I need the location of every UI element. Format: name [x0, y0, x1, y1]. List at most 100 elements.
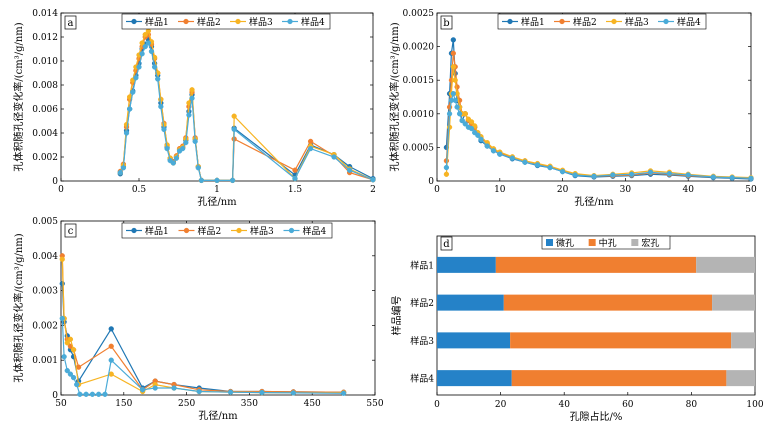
legend-marker — [663, 18, 669, 25]
data-point — [164, 145, 170, 152]
data-point — [139, 387, 146, 393]
data-point — [189, 95, 195, 101]
y-tick-label: 0.0015 — [403, 76, 435, 86]
data-point — [468, 125, 475, 132]
legend: 微孔 中孔 宏孔 — [541, 235, 671, 250]
x-tick-label: 1.5 — [288, 185, 303, 195]
panel-a: 0 0.5 1 1.5 2 0 0.002 0.004 0.006 0.008 0.010 0.012… — [12, 9, 376, 208]
plot-frame — [60, 220, 376, 396]
data-point — [450, 37, 456, 43]
legend-marker — [288, 227, 295, 234]
y-axis-label: 孔体积随孔径变化率/(cm³/g/nm) — [388, 22, 401, 171]
legend-label: 宏孔 — [641, 237, 659, 249]
data-point — [462, 121, 468, 127]
data-point — [195, 165, 201, 171]
data-point — [64, 367, 70, 374]
legend-box — [497, 13, 707, 30]
data-point — [123, 130, 130, 136]
panel-letter: a — [68, 18, 74, 29]
data-point — [158, 96, 164, 103]
data-point — [108, 343, 114, 349]
data-point — [108, 326, 114, 332]
series-2 — [117, 31, 376, 184]
data-point — [59, 256, 65, 262]
x-axis-label: 孔径/nm — [197, 195, 237, 208]
y-tick-label: 0.0020 — [403, 43, 435, 53]
data-point — [292, 167, 298, 173]
bar-segment — [712, 294, 755, 311]
panel-c: 50 150 250 350 450 550 0 0.001 0.002 0.003 0.004 0.… — [12, 217, 384, 422]
y-tick-label: 0.001 — [32, 356, 58, 366]
y-tick-label: 样品2 — [410, 297, 434, 309]
y-axis-label: 样品编号 — [390, 296, 403, 336]
data-point — [610, 172, 616, 178]
data-point — [666, 170, 673, 177]
series-line — [445, 39, 752, 180]
y-tick-label: 0.003 — [32, 287, 58, 297]
x-tick-label: 0 — [58, 185, 64, 195]
data-point — [89, 391, 96, 397]
legend-label: 样品2 — [198, 225, 222, 237]
data-point — [145, 40, 152, 46]
legend-marker — [507, 18, 513, 25]
data-point — [259, 389, 265, 396]
data-point — [450, 50, 456, 56]
data-point — [629, 171, 635, 177]
data-point — [67, 371, 74, 377]
panel-letter-box — [440, 15, 453, 30]
data-point — [456, 111, 463, 117]
data-point — [450, 64, 456, 70]
legend-box — [121, 222, 333, 239]
data-point — [158, 103, 164, 110]
x-tick-label: 20 — [557, 185, 569, 195]
legend-box — [121, 13, 331, 30]
legend-marker — [235, 18, 241, 25]
data-point — [139, 51, 145, 57]
y-tick-label: 0.004 — [32, 129, 58, 139]
x-axis-label: 孔径/nm — [574, 195, 614, 208]
data-point — [96, 391, 102, 397]
data-point — [130, 89, 136, 95]
data-point — [155, 76, 161, 82]
legend: 样品1 样品2 样品3 样品4 — [121, 13, 331, 30]
legend-marker — [287, 18, 293, 25]
data-point — [346, 167, 353, 173]
x-tick-label: 50 — [745, 185, 757, 195]
panel-letter: c — [68, 226, 74, 237]
bar-segment — [437, 332, 511, 349]
x-tick-label: 1 — [214, 185, 220, 195]
x-tick-label: 40 — [558, 400, 570, 410]
data-point — [475, 132, 481, 138]
data-point — [161, 126, 167, 133]
data-point — [148, 48, 155, 55]
y-tick-label: 样品3 — [410, 335, 434, 347]
data-point — [64, 340, 70, 346]
data-point — [591, 173, 597, 179]
y-tick-label: 0 — [52, 391, 58, 401]
data-point — [145, 28, 152, 34]
y-tick-label: 0 — [428, 177, 434, 187]
data-point — [446, 111, 453, 117]
data-point — [452, 77, 458, 83]
panel-letter-box — [440, 236, 453, 251]
data-point — [331, 154, 337, 160]
x-axis-label: 孔径/nm — [198, 409, 238, 422]
y-tick-label: 0.008 — [32, 81, 58, 91]
data-point — [370, 177, 376, 183]
data-point — [459, 117, 465, 124]
data-point — [189, 87, 195, 93]
x-tick-label: 50 — [55, 399, 67, 409]
data-point — [108, 357, 114, 363]
y-tick-label: 0.006 — [32, 105, 58, 115]
series-1 — [59, 280, 347, 395]
series-1 — [443, 37, 754, 182]
series-line — [445, 91, 752, 179]
data-point — [462, 111, 468, 117]
y-tick-label: 0.012 — [32, 33, 58, 43]
x-tick-label: 10 — [494, 185, 506, 195]
data-point — [443, 171, 450, 177]
data-point — [559, 168, 566, 175]
y-tick-label: 样品1 — [410, 259, 434, 271]
data-point — [292, 175, 298, 182]
